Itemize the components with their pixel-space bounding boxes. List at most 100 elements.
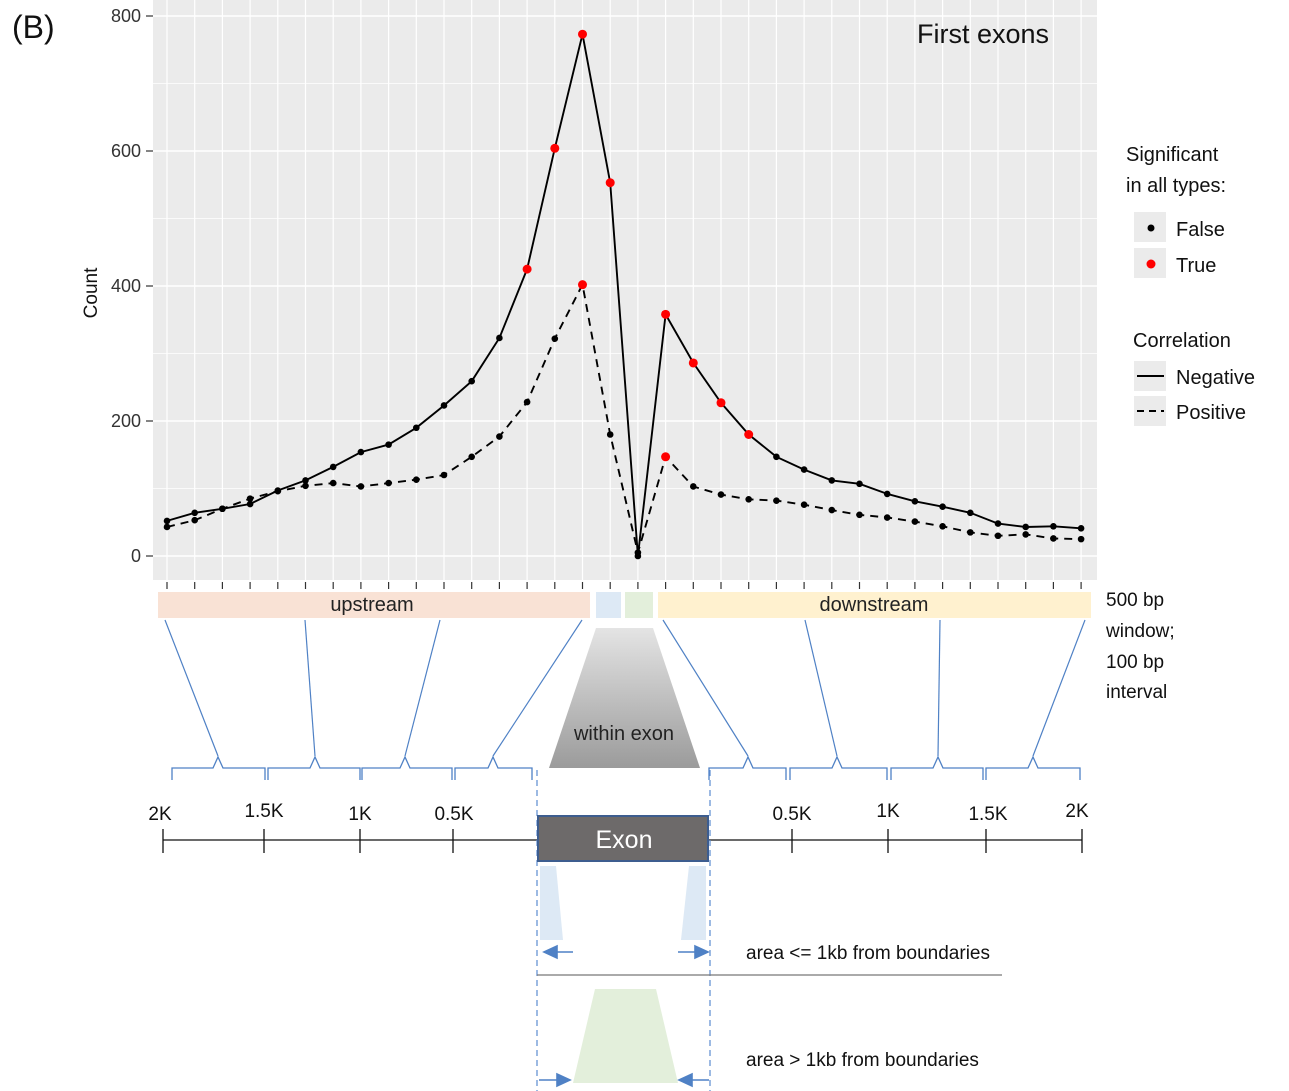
data-point-negative bbox=[1022, 523, 1029, 531]
data-point-positive bbox=[329, 479, 337, 487]
y-tick-label: 200 bbox=[111, 411, 141, 431]
data-point-negative bbox=[716, 398, 726, 408]
mapping-lines bbox=[164, 619, 1086, 757]
data-point-positive bbox=[357, 483, 365, 490]
data-point-negative bbox=[578, 29, 587, 39]
series-points bbox=[163, 29, 1085, 560]
near-boundary-swatch bbox=[596, 592, 621, 618]
legend-correlation-title: Correlation bbox=[1133, 330, 1231, 352]
downstream-label: downstream bbox=[820, 594, 929, 616]
window-note-3: 100 bp bbox=[1106, 652, 1164, 673]
data-point-negative bbox=[939, 503, 946, 511]
far-boundary-shape bbox=[573, 989, 678, 1083]
data-point-positive bbox=[856, 511, 863, 519]
data-point-negative bbox=[911, 498, 919, 505]
data-point-positive bbox=[1077, 535, 1085, 543]
down-tick-1k: 1K bbox=[876, 801, 900, 822]
data-point-positive bbox=[773, 497, 780, 504]
legend-significant-title-2: in all types: bbox=[1126, 175, 1226, 197]
upstream-band bbox=[158, 592, 590, 618]
data-point-negative bbox=[661, 309, 671, 319]
y-tick-label: 600 bbox=[111, 141, 141, 161]
data-point-negative bbox=[357, 448, 365, 456]
data-point-positive bbox=[1022, 531, 1029, 538]
down-tick-2k: 2K bbox=[1065, 801, 1089, 822]
data-point-negative bbox=[440, 402, 448, 409]
data-point-negative bbox=[163, 517, 171, 525]
data-point-positive bbox=[994, 532, 1002, 540]
legend-dot-false bbox=[1147, 224, 1155, 232]
data-point-positive bbox=[690, 483, 697, 490]
data-point-positive bbox=[828, 506, 836, 514]
within-exon-shape bbox=[549, 628, 700, 768]
x-axis-ticks bbox=[166, 582, 1082, 589]
window-note-1: 500 bp bbox=[1106, 590, 1164, 611]
legend-positive-label: Positive bbox=[1176, 402, 1246, 424]
data-point-positive bbox=[606, 431, 614, 438]
data-point-negative bbox=[385, 441, 392, 448]
data-point-positive bbox=[883, 514, 891, 521]
data-point-positive bbox=[440, 471, 448, 479]
data-point-negative bbox=[688, 358, 698, 368]
downstream-band bbox=[658, 592, 1091, 618]
data-point-negative bbox=[413, 424, 420, 432]
data-point-positive bbox=[661, 452, 671, 462]
y-tick-label: 0 bbox=[131, 546, 141, 566]
upstream-label: upstream bbox=[330, 594, 413, 616]
data-point-positive bbox=[523, 398, 531, 406]
data-point-positive bbox=[219, 505, 226, 513]
y-axis-label: Count bbox=[81, 267, 102, 318]
data-point-positive bbox=[551, 335, 559, 342]
legend-significant-title-1: Significant bbox=[1126, 144, 1219, 166]
y-tick-label: 800 bbox=[111, 6, 141, 26]
data-point-positive bbox=[191, 516, 198, 524]
line-chart: 0 200 400 600 800 Count First exons bbox=[81, 0, 1097, 589]
data-point-positive bbox=[1050, 535, 1057, 542]
legend-negative-label: Negative bbox=[1176, 367, 1255, 389]
data-point-negative bbox=[522, 264, 532, 274]
legend: Significant in all types: False True Cor… bbox=[1126, 144, 1255, 426]
up-tick-1-5k: 1.5K bbox=[244, 801, 283, 822]
data-point-negative bbox=[468, 377, 476, 385]
exon-box bbox=[537, 815, 709, 862]
data-point-negative bbox=[883, 490, 891, 498]
legend-false-label: False bbox=[1176, 219, 1225, 241]
within-exon-label: within exon bbox=[573, 723, 674, 745]
window-note-2: window; bbox=[1105, 621, 1175, 642]
near-boundary-label: area <= 1kb from boundaries bbox=[746, 943, 990, 964]
data-point-positive bbox=[745, 496, 752, 503]
schematic: upstream downstream 500 bp window; 100 b… bbox=[148, 590, 1175, 1091]
near-boundary-left-shape bbox=[540, 866, 563, 940]
data-point-negative bbox=[605, 178, 615, 188]
up-tick-1k: 1K bbox=[348, 804, 372, 825]
data-point-positive bbox=[302, 482, 309, 490]
data-point-positive bbox=[385, 479, 392, 487]
data-point-positive bbox=[578, 280, 587, 290]
data-point-negative bbox=[967, 509, 974, 517]
data-point-negative bbox=[1050, 523, 1057, 530]
down-tick-1-5k: 1.5K bbox=[968, 804, 1007, 825]
data-point-negative bbox=[1077, 525, 1085, 532]
data-point-positive bbox=[496, 433, 503, 440]
legend-dot-true bbox=[1146, 259, 1156, 269]
data-point-positive bbox=[911, 518, 919, 525]
window-brackets bbox=[171, 755, 1081, 780]
data-point-positive bbox=[717, 491, 725, 498]
data-point-negative bbox=[302, 477, 309, 484]
data-point-negative bbox=[496, 334, 503, 342]
data-point-negative bbox=[744, 430, 754, 439]
data-point-positive bbox=[967, 529, 974, 536]
data-point-negative bbox=[856, 480, 863, 488]
down-tick-0-5k: 0.5K bbox=[772, 804, 811, 825]
data-point-negative bbox=[828, 477, 836, 484]
plot-panel bbox=[153, 0, 1097, 580]
series-line-positive bbox=[166, 281, 1082, 557]
exon-label: Exon bbox=[596, 826, 653, 854]
gridlines bbox=[153, 0, 1097, 580]
data-point-negative bbox=[329, 463, 337, 471]
data-point-positive bbox=[468, 453, 476, 461]
chart-title: First exons bbox=[917, 19, 1049, 49]
far-boundary-label: area > 1kb from boundaries bbox=[746, 1050, 979, 1071]
data-point-negative bbox=[994, 520, 1002, 527]
